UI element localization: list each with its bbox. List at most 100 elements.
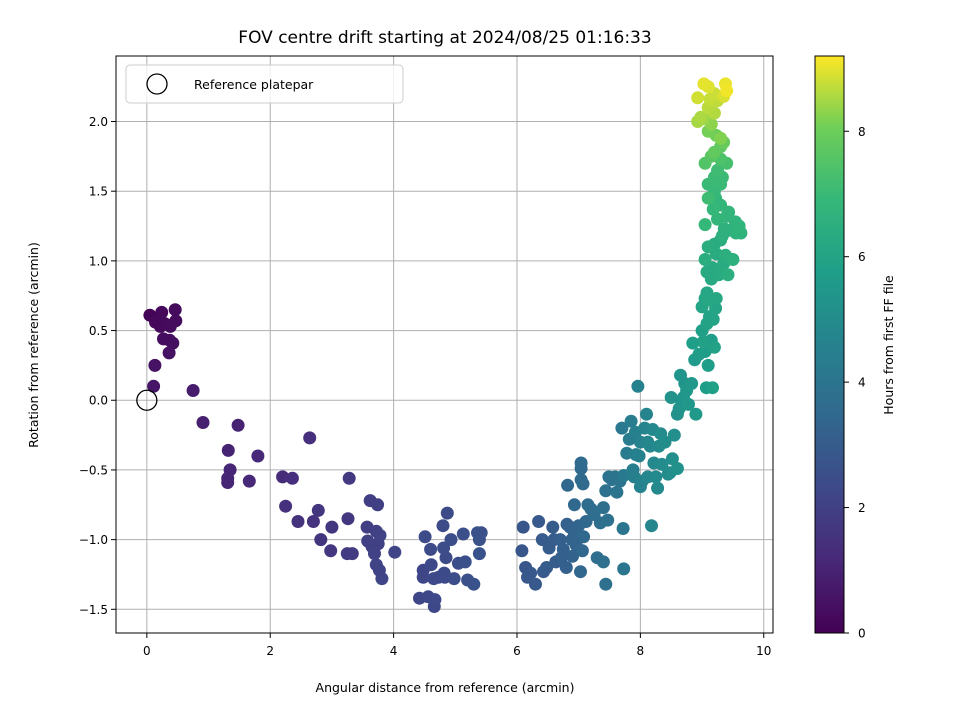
data-point: [701, 358, 715, 372]
data-point: [147, 379, 161, 393]
colorbar-tick-label: 2: [858, 501, 866, 515]
data-point: [424, 558, 438, 572]
y-tick-label: 0.0: [89, 394, 108, 408]
data-point: [444, 533, 458, 547]
data-point: [685, 377, 699, 390]
data-point: [515, 544, 529, 558]
data-point: [186, 384, 200, 397]
data-point: [516, 520, 530, 534]
data-point: [303, 431, 317, 445]
data-point: [148, 358, 162, 372]
data-point: [279, 499, 293, 513]
data-point: [532, 515, 546, 528]
colorbar-tick-label: 8: [858, 125, 866, 139]
data-point: [546, 520, 560, 534]
data-point: [169, 314, 183, 328]
data-point: [388, 545, 402, 559]
colorbar-tick-label: 6: [858, 250, 866, 264]
data-point: [553, 533, 567, 547]
data-point: [701, 191, 715, 205]
data-point: [696, 335, 710, 349]
data-point: [373, 528, 387, 542]
data-point: [667, 428, 681, 442]
data-point: [665, 452, 679, 466]
data-point: [371, 498, 385, 512]
data-point: [577, 530, 591, 544]
data-point: [691, 91, 705, 105]
data-point: [324, 544, 338, 558]
x-axis-ticks: 0 2 4 6 8 10: [143, 633, 771, 658]
data-point: [616, 522, 630, 535]
data-point: [559, 561, 573, 574]
y-tick-label: −0.5: [79, 463, 108, 477]
data-point: [166, 336, 180, 350]
data-point: [285, 471, 299, 485]
data-point: [596, 501, 610, 515]
data-point: [439, 551, 453, 565]
data-point: [706, 381, 719, 395]
scatter-points: [143, 77, 748, 613]
data-point: [276, 470, 290, 484]
data-point: [655, 457, 669, 471]
legend-label: Reference platepar: [194, 77, 314, 92]
data-point: [706, 312, 720, 326]
data-point: [698, 218, 712, 232]
data-point: [599, 577, 613, 591]
data-point: [440, 506, 454, 520]
data-point: [574, 565, 587, 579]
y-tick-label: 1.0: [89, 254, 108, 268]
data-point: [311, 503, 325, 517]
data-point: [314, 533, 328, 547]
data-point: [242, 474, 256, 488]
data-point: [624, 414, 638, 428]
y-tick-label: 0.5: [89, 324, 108, 338]
data-point: [720, 84, 734, 98]
x-tick-label: 0: [143, 644, 151, 658]
data-point: [524, 566, 538, 580]
x-tick-label: 2: [266, 644, 274, 658]
y-axis-ticks: −1.5 −1.0 −0.5 0.0 0.5 1.0 1.5 2.0: [79, 115, 116, 617]
data-point: [576, 477, 590, 491]
y-tick-label: −1.0: [79, 533, 108, 547]
colorbar-label: Hours from first FF file: [881, 275, 896, 415]
data-point: [567, 498, 581, 512]
data-point: [342, 471, 356, 485]
data-point: [368, 547, 381, 561]
data-point: [649, 470, 663, 484]
data-point: [221, 476, 235, 489]
data-point: [596, 555, 610, 569]
data-point: [458, 555, 472, 569]
x-axis-label: Angular distance from reference (arcmin): [316, 680, 575, 695]
data-point: [221, 443, 235, 457]
data-point: [615, 421, 629, 435]
data-point: [162, 346, 176, 360]
data-point: [599, 484, 613, 498]
data-point: [556, 542, 570, 556]
data-point: [428, 593, 442, 607]
data-point: [658, 435, 672, 449]
colorbar-tick-label: 0: [858, 627, 866, 641]
data-point: [251, 449, 265, 463]
data-point: [341, 512, 355, 526]
data-point: [461, 573, 475, 587]
x-tick-label: 4: [390, 644, 398, 658]
data-point: [418, 530, 432, 544]
x-tick-label: 8: [637, 644, 645, 658]
data-point: [529, 577, 542, 591]
data-point: [707, 145, 721, 159]
data-point: [155, 305, 169, 319]
data-point: [651, 481, 665, 495]
data-point: [707, 340, 721, 354]
data-point: [617, 562, 631, 576]
data-point: [472, 547, 486, 561]
data-point: [697, 77, 711, 91]
data-point: [709, 292, 723, 305]
legend: Reference platepar: [125, 64, 404, 104]
y-tick-label: −1.5: [79, 603, 108, 617]
data-point: [436, 519, 450, 533]
plot-frame: [115, 55, 774, 634]
data-point: [689, 407, 703, 421]
data-point: [698, 253, 712, 266]
data-point: [726, 253, 740, 266]
